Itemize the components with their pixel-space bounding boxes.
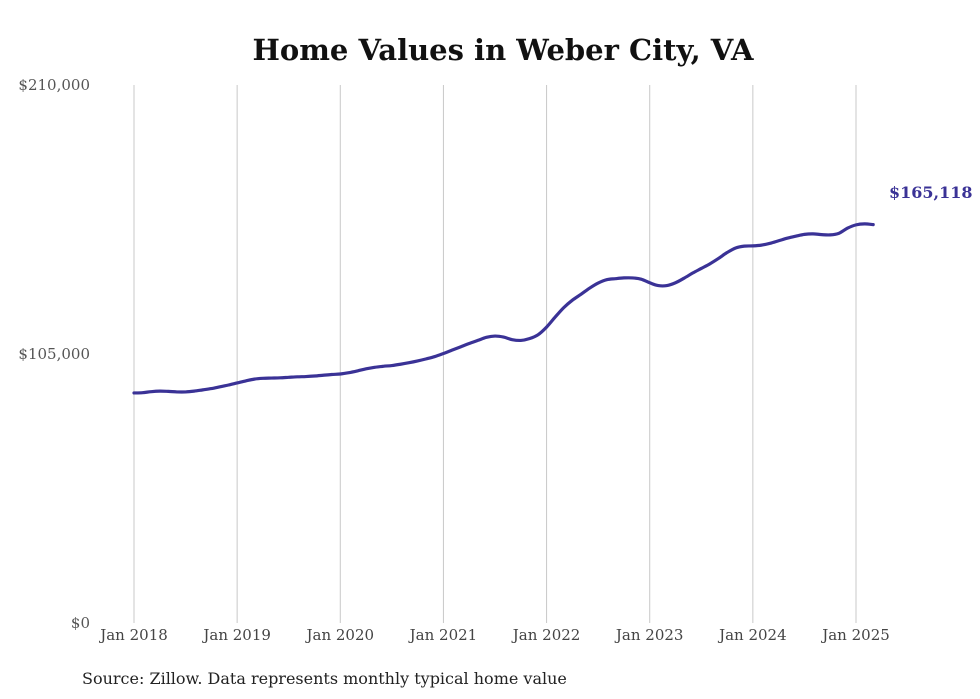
vertical-gridlines <box>133 85 857 623</box>
x-tick-label: Jan 2023 <box>614 626 684 644</box>
chart-title: Home Values in Weber City, VA <box>252 33 754 67</box>
y-tick-label: $210,000 <box>18 76 90 94</box>
y-tick-label: $105,000 <box>18 345 90 363</box>
x-tick-label: Jan 2020 <box>305 626 375 644</box>
x-tick-label: Jan 2024 <box>717 626 787 644</box>
y-tick-label: $0 <box>71 614 90 632</box>
source-note: Source: Zillow. Data represents monthly … <box>82 669 567 688</box>
x-tick-label: Jan 2021 <box>408 626 478 644</box>
x-tick-label: Jan 2018 <box>98 626 168 644</box>
x-tick-label: Jan 2022 <box>511 626 581 644</box>
x-tick-label: Jan 2019 <box>201 626 271 644</box>
home-value-line <box>132 222 875 395</box>
y-axis-tick-labels: $0 $105,000 $210,000 <box>18 76 90 632</box>
x-tick-label: Jan 2025 <box>820 626 890 644</box>
x-axis-tick-labels: Jan 2018 Jan 2019 Jan 2020 Jan 2021 Jan 2022… <box>98 626 890 644</box>
latest-value-label: $165,118 <box>889 183 973 202</box>
